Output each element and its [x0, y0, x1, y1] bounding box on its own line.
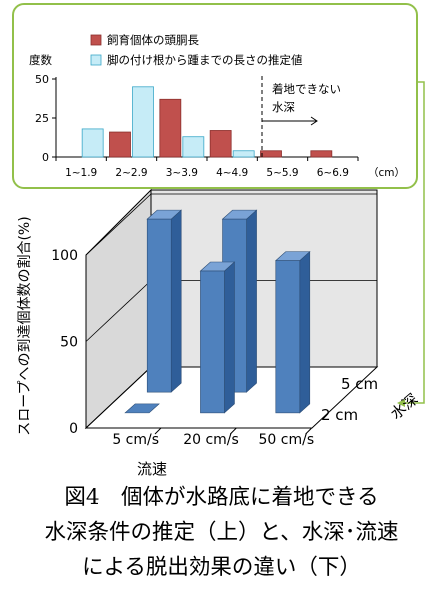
- caption-line-1: 図4 個体が水路底に着地できる: [64, 485, 379, 510]
- bar-leg-length: [182, 136, 205, 158]
- 3d-bar-chart: 0 50 100 5 cm/s 20 cm/s 50 cm/s 5 cm 2 cm スロープへ…: [16, 188, 422, 478]
- bar-body-length: [109, 131, 131, 158]
- 3d-x-tick: [305, 427, 313, 435]
- 3d-y-tick-label: 0: [69, 421, 78, 437]
- bar-leg-length: [81, 128, 104, 158]
- 3d-x-tick-label: 50 cm/s: [259, 432, 315, 448]
- histogram-x-tick-label: 3~3.9: [166, 167, 198, 179]
- 3d-chart-zlabel: 水深: [387, 390, 422, 423]
- caption-line-3: による脱出効果の違い（下）: [82, 555, 361, 580]
- 3d-x-tick-label: 20 cm/s: [183, 432, 239, 448]
- legend-label-leg-length: 脚の付け根から踵までの長さの推定値: [107, 53, 303, 67]
- 3d-chart-ylabel: スロープへの到達個体数の割合(%): [16, 216, 33, 435]
- 3d-bar-2cm-depth: [199, 261, 236, 414]
- legend-label-body-length: 飼育個体の頭胴長: [107, 33, 199, 47]
- bar-body-length: [310, 150, 333, 158]
- histogram-x-tick-label: 5~5.9: [266, 167, 298, 179]
- threshold-annotation-line2: 水深: [272, 100, 295, 114]
- 3d-depth-tick-label: 2 cm: [321, 406, 358, 424]
- histogram-y-tick-label: 25: [35, 112, 49, 125]
- 3d-chart-xlabel: 流速: [137, 460, 167, 478]
- 3d-bar-2cm-depth: [275, 250, 311, 414]
- 3d-y-tick-label: 50: [60, 335, 78, 351]
- 3d-gridline-left: [85, 366, 152, 429]
- figure-caption: 図4 個体が水路底に着地できる 水深条件の推定（上）と、水深･流速 による脱出効…: [0, 480, 443, 585]
- bar-body-length: [260, 150, 282, 158]
- histogram-y-tick-label: 0: [42, 151, 49, 164]
- histogram-x-unit: （cm）: [368, 167, 405, 179]
- bar-leg-length: [232, 150, 255, 158]
- bar-body-length: [159, 98, 182, 158]
- 3d-x-tick: [154, 427, 162, 435]
- 3d-x-tick: [229, 427, 237, 435]
- threshold-arrow-head: [310, 116, 318, 126]
- histogram-x-tick-label: 6~6.9: [317, 167, 349, 179]
- histogram-x-tick-label: 2~2.9: [115, 167, 147, 179]
- histogram-chart: 0 25 50 1~1.9 2~2.9 3~3.9 4~4.9 5~5.9 6~6.9 飼育個体…: [29, 33, 405, 179]
- legend-swatch-body-length: [90, 34, 102, 46]
- 3d-gridline-left: [85, 193, 152, 256]
- histogram-x-tick-label: 1~1.9: [65, 167, 97, 179]
- legend-swatch-leg-length: [90, 54, 102, 66]
- histogram-y-tick-label: 50: [35, 73, 49, 86]
- caption-line-2: 水深条件の推定（上）と、水深･流速: [44, 520, 399, 545]
- 3d-y-tick-label: 100: [51, 248, 78, 264]
- 3d-gridline-left: [85, 280, 152, 342]
- histogram-ylabel: 度数: [29, 53, 52, 67]
- histogram-x-tick-label: 4~4.9: [216, 167, 248, 179]
- bar-leg-length: [132, 86, 154, 158]
- bar-body-length: [209, 130, 232, 158]
- threshold-annotation-line1: 着地できない: [272, 82, 341, 96]
- 3d-bar-5cm-depth: [146, 209, 182, 393]
- 3d-bar-2cm-depth: [124, 403, 160, 414]
- 3d-back-wall: [150, 189, 378, 368]
- 3d-depth-tick-label: 5 cm: [341, 375, 378, 393]
- 3d-x-tick-label: 5 cm/s: [112, 432, 159, 448]
